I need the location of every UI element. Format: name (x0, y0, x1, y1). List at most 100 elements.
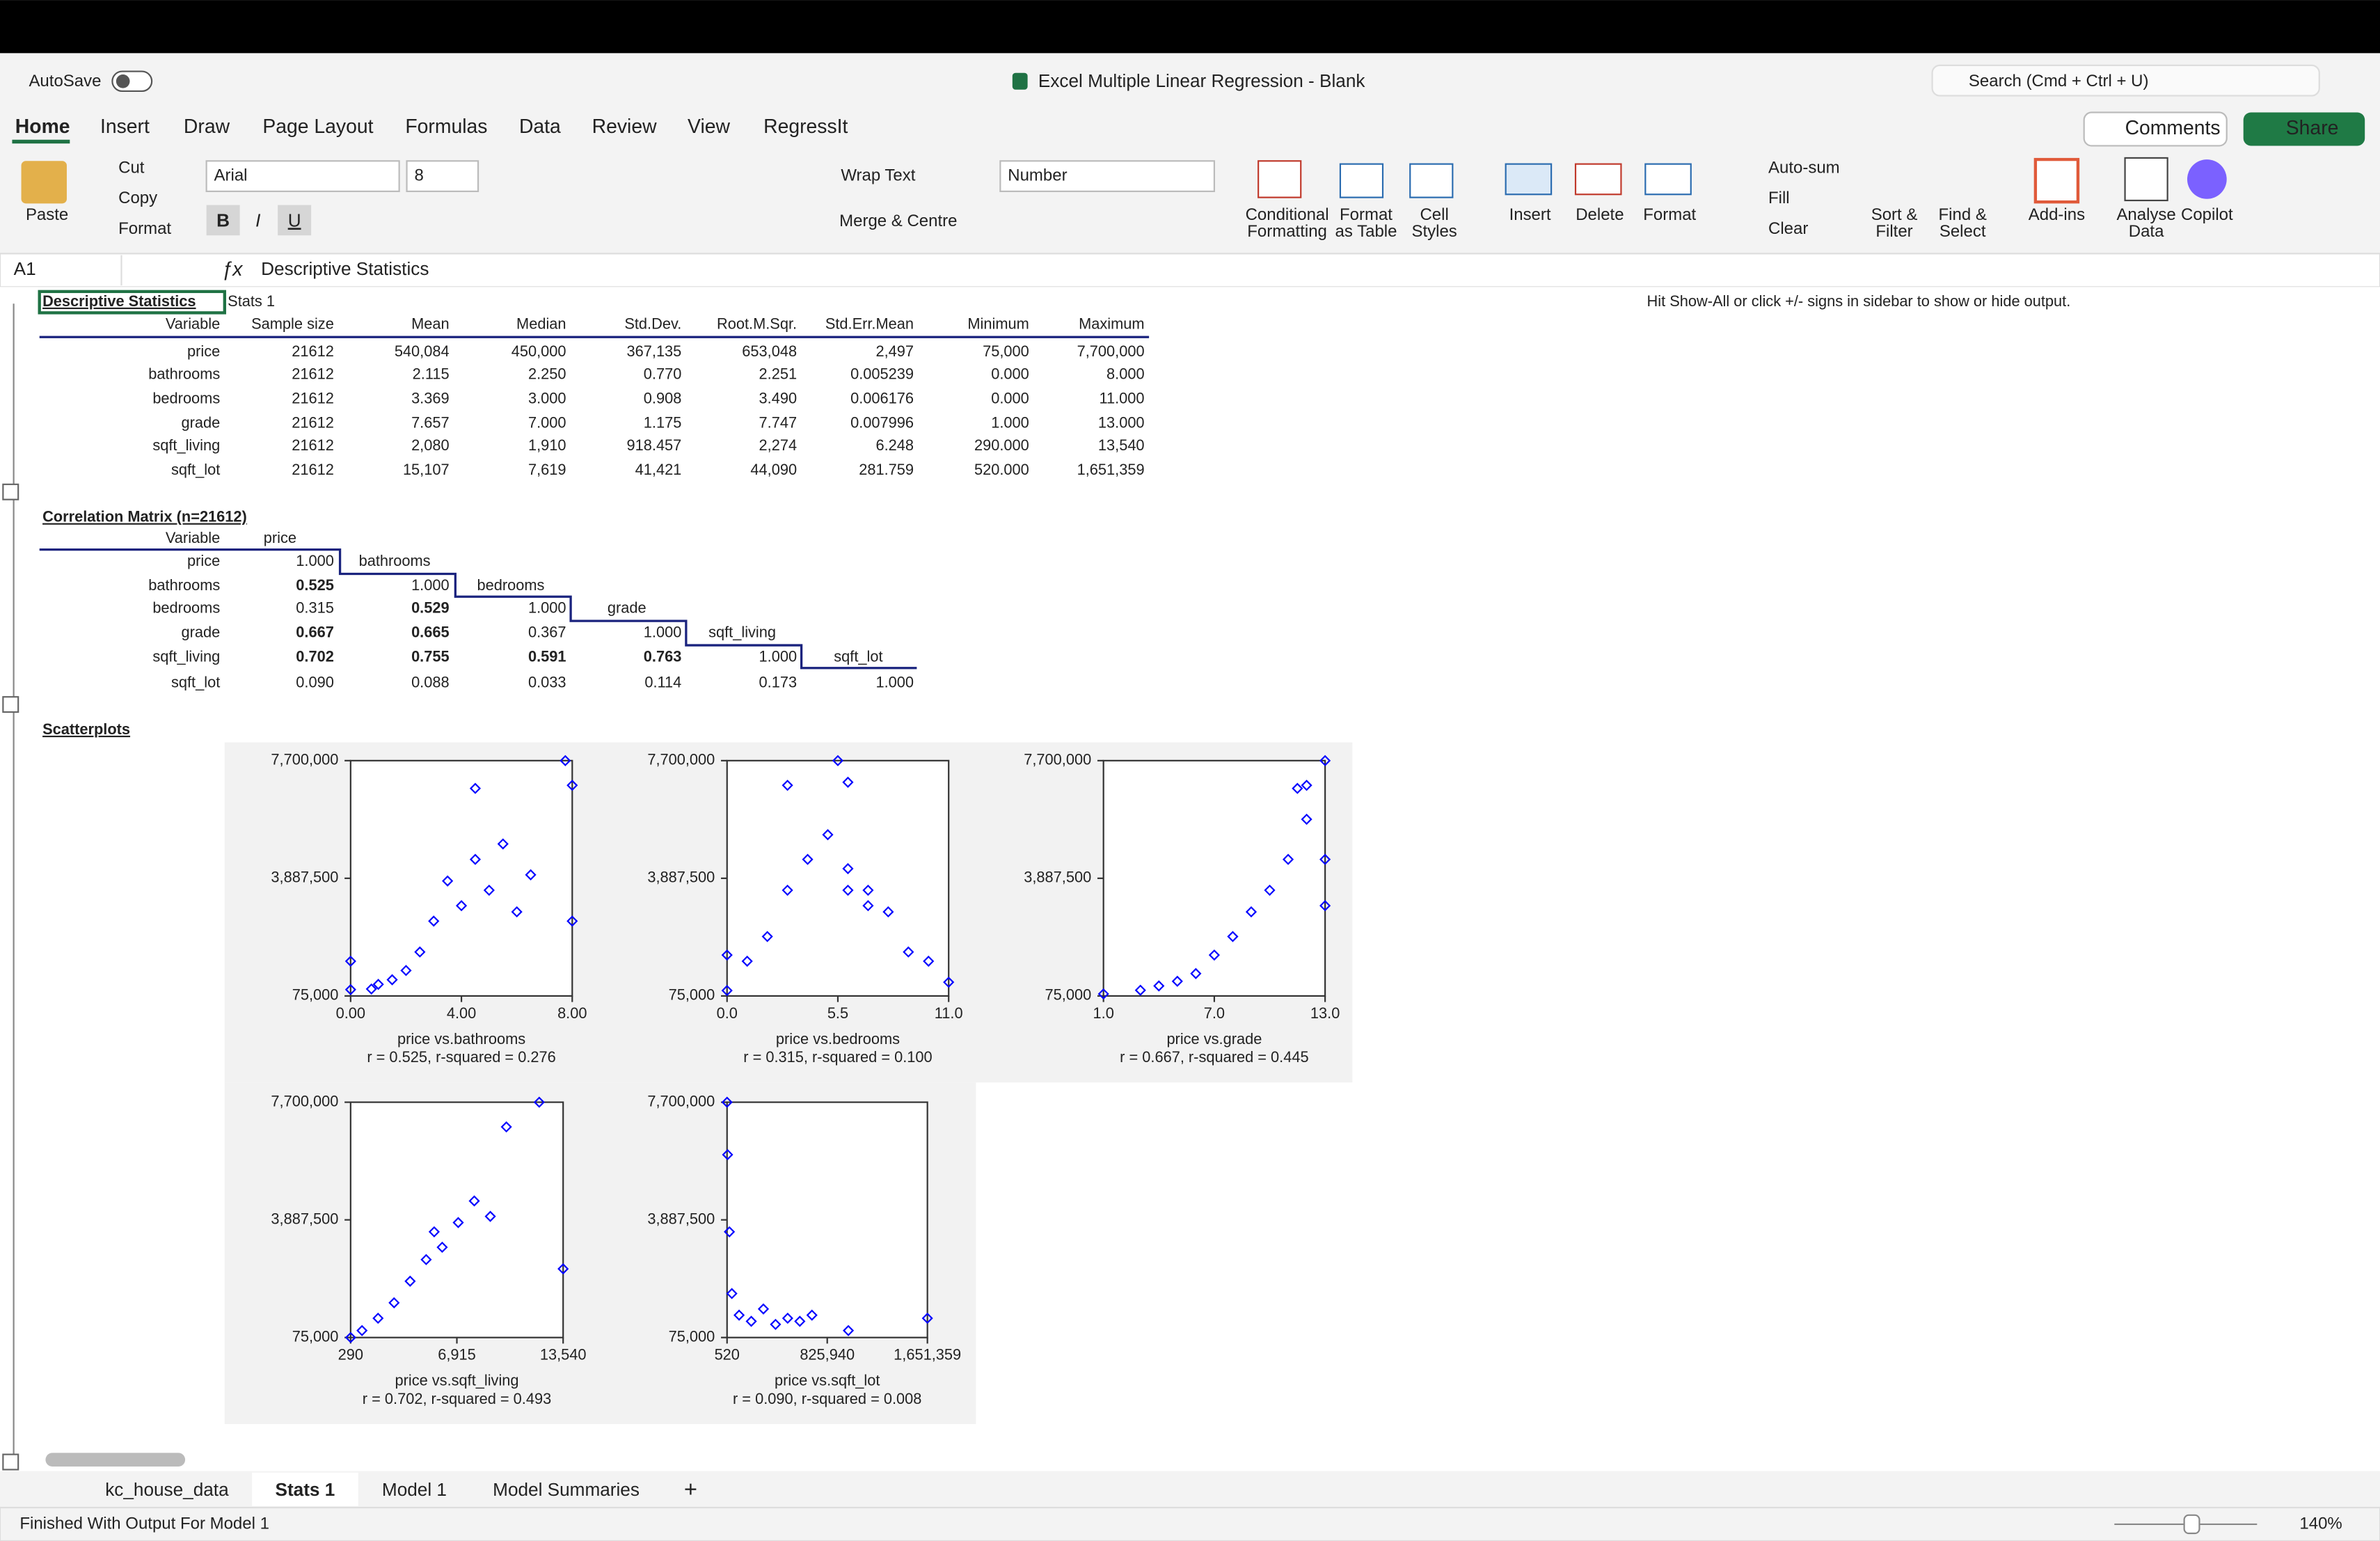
point (344, 983, 356, 995)
ribbon-button[interactable]: Data (2129, 222, 2164, 241)
ribbon-button[interactable]: Select (1939, 222, 1986, 241)
ribbon-button[interactable]: Clear (1768, 219, 1808, 238)
ribbon-button[interactable]: Styles (1411, 222, 1457, 241)
column-header: bathrooms (359, 552, 431, 569)
ribbon-button[interactable]: Wrap Text (841, 166, 915, 184)
scrollbar[interactable] (45, 1453, 186, 1467)
comments-label[interactable]: Comments (2125, 117, 2221, 139)
status-bar (0, 1506, 2380, 1541)
x-tick-label: 8.00 (557, 1004, 587, 1022)
ribbon-button[interactable]: Copy (118, 189, 157, 207)
table-cell: 0.006176 (850, 389, 914, 406)
sheet-hint: Hit Show-All or click +/- signs in sideb… (1647, 292, 2071, 310)
chart-xlabel: price vs.sqft_lot (775, 1372, 880, 1389)
ribbon-button[interactable]: Conditional (1246, 205, 1329, 224)
ribbon-tab[interactable]: Page Layout (262, 116, 373, 138)
ribbon-tab[interactable]: Home (15, 116, 70, 138)
share-label[interactable]: Share (2286, 117, 2339, 139)
name-box[interactable]: A1 (14, 258, 36, 279)
outline-minus[interactable] (2, 483, 19, 500)
ribbon-button[interactable]: Paste (26, 205, 68, 224)
ribbon-button[interactable]: Delete (1576, 205, 1624, 224)
column-header: grade (608, 599, 646, 616)
plot-area (349, 759, 573, 997)
table-cell: 7.000 (528, 413, 566, 431)
point (344, 955, 356, 967)
paste-icon (21, 161, 67, 204)
ribbon-button[interactable]: Format (1643, 205, 1696, 224)
ribbon-tab[interactable]: RegressIt (763, 116, 848, 138)
format-button[interactable]: I (255, 210, 260, 230)
ribbon-button[interactable]: Format (118, 219, 171, 238)
table-cell: 653,048 (742, 342, 797, 360)
ribbon-button[interactable]: Formatting (1247, 222, 1327, 241)
ribbon-button[interactable]: Analyse (2116, 205, 2175, 224)
ribbon-tab[interactable]: Data (519, 116, 561, 138)
table-cell: 520.000 (974, 461, 1029, 478)
row-label: bathrooms (148, 576, 220, 594)
column-header: Std.Dev. (624, 315, 681, 333)
outline-minus[interactable] (2, 696, 19, 713)
formula-content[interactable]: Descriptive Statistics (261, 258, 429, 279)
ribbon-button[interactable]: Cell (1420, 205, 1448, 224)
ribbon-tab[interactable]: Formulas (405, 116, 487, 138)
ribbon-button[interactable]: Filter (1875, 222, 1912, 241)
ribbon-button[interactable]: Format (1340, 205, 1393, 224)
table-cell: 21612 (292, 365, 334, 383)
ribbon-button[interactable]: Fill (1768, 189, 1790, 207)
column-header: Std.Err.Mean (825, 315, 914, 333)
point (1134, 984, 1146, 996)
ribbon-tab[interactable]: View (688, 116, 730, 138)
share-button[interactable] (2243, 112, 2365, 146)
point (806, 1309, 818, 1321)
table-cell: 0.007996 (850, 413, 914, 431)
point (1319, 853, 1331, 865)
y-tick-label: 75,000 (292, 986, 339, 1004)
ribbon-tab[interactable]: Insert (100, 116, 150, 138)
insert-icon (1505, 163, 1553, 196)
active-tab-underline (12, 139, 70, 144)
format-button[interactable]: U (288, 210, 301, 230)
table-cell: 1,910 (528, 436, 566, 454)
x-tick-label: 5.5 (827, 1004, 848, 1022)
font-box[interactable] (205, 160, 400, 192)
column-header: Variable (166, 529, 220, 546)
format-button[interactable]: B (216, 210, 230, 230)
table-cell: 1.000 (644, 623, 682, 640)
table-cell: 1.000 (411, 576, 450, 594)
ribbon-button[interactable]: Find & (1939, 205, 1987, 224)
outline-minus[interactable] (2, 1453, 19, 1471)
sheet-tab[interactable]: Model Summaries (493, 1479, 640, 1500)
table-cell: 13,540 (1098, 436, 1145, 454)
column-header: sqft_living (708, 623, 776, 640)
point (1245, 906, 1258, 918)
zoom-knob[interactable] (2183, 1514, 2200, 1535)
font-size-box[interactable] (406, 160, 479, 192)
sheet-tab[interactable]: Model 1 (382, 1479, 447, 1500)
ribbon-button[interactable]: as Table (1335, 222, 1397, 241)
point (943, 977, 955, 988)
table-cell: 0.033 (528, 673, 566, 690)
zoom-level[interactable]: 140% (2299, 1514, 2342, 1533)
sheet-tab[interactable]: + (684, 1476, 697, 1502)
point (862, 884, 874, 896)
number-format-box[interactable] (999, 160, 1215, 192)
ribbon-button[interactable]: Add-ins (2029, 205, 2085, 224)
ribbon-button[interactable]: Insert (1509, 205, 1551, 224)
ribbon-button[interactable]: Merge & Centre (839, 212, 957, 230)
search-box[interactable] (1931, 64, 2320, 97)
y-tick-label: 75,000 (292, 1327, 339, 1345)
sheet-tab[interactable]: Stats 1 (276, 1479, 335, 1500)
ribbon-button[interactable]: Cut (118, 159, 145, 177)
ribbon-button[interactable]: Auto-sum (1768, 159, 1840, 177)
ribbon-button[interactable]: Copilot (2181, 205, 2233, 224)
comments-button[interactable] (2083, 111, 2228, 147)
table-cell: 1.000 (759, 647, 798, 665)
ribbon-tab[interactable]: Draw (184, 116, 230, 138)
table-cell: 281.759 (859, 461, 914, 478)
table-cell: 2,080 (411, 436, 450, 454)
ribbon-tab[interactable]: Review (592, 116, 657, 138)
ribbon-button[interactable]: Sort & (1871, 205, 1918, 224)
point (511, 906, 523, 918)
sheet-tab[interactable]: kc_house_data (105, 1479, 229, 1500)
